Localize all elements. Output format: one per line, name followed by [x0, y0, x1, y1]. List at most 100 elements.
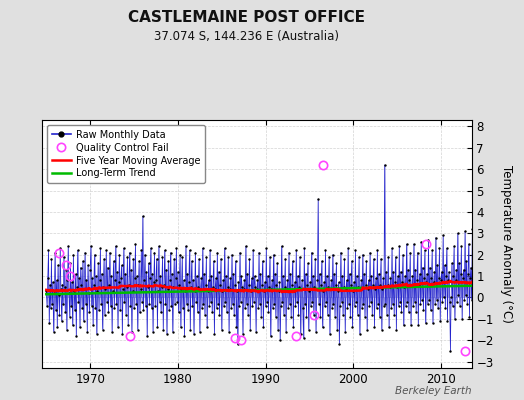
Point	[47, 256, 56, 262]
Point	[101, 286, 110, 292]
Point	[221, 298, 230, 305]
Point	[177, 286, 185, 292]
Point	[329, 252, 337, 258]
Point	[397, 268, 405, 275]
Point	[347, 258, 356, 264]
Point	[157, 309, 165, 316]
Point	[211, 286, 220, 292]
Point	[394, 273, 402, 279]
Point	[302, 314, 311, 320]
Point	[99, 284, 107, 290]
Point	[400, 284, 409, 290]
Point	[114, 324, 122, 330]
Point	[308, 249, 316, 256]
Point	[338, 273, 346, 279]
Point	[261, 303, 270, 309]
Point	[365, 303, 374, 309]
Point	[283, 277, 292, 284]
Point	[232, 324, 241, 330]
Point	[213, 249, 222, 256]
Point	[148, 271, 157, 277]
Point	[160, 247, 169, 254]
Point	[389, 268, 398, 275]
Point	[242, 301, 250, 307]
Point	[232, 258, 240, 264]
Point	[64, 243, 72, 249]
Point	[362, 258, 370, 264]
Point	[435, 245, 444, 252]
Point	[74, 298, 83, 305]
Point	[329, 301, 337, 307]
Point	[84, 290, 93, 296]
Point	[259, 324, 268, 330]
Point	[379, 275, 387, 282]
Point	[166, 277, 174, 284]
Point	[399, 322, 408, 328]
Point	[210, 258, 218, 264]
Point	[445, 298, 454, 305]
Point	[328, 305, 336, 311]
Point	[50, 290, 59, 296]
Point	[149, 328, 157, 335]
Point	[465, 314, 474, 320]
Point	[334, 288, 342, 294]
Point	[245, 282, 253, 288]
Point	[458, 316, 466, 322]
Point	[434, 305, 442, 311]
Point	[214, 301, 222, 307]
Point	[153, 324, 161, 330]
Point	[319, 288, 328, 294]
Point	[106, 303, 115, 309]
Point	[149, 279, 158, 286]
Point	[397, 309, 406, 316]
Point	[126, 303, 135, 309]
Point	[185, 247, 194, 254]
Point	[403, 298, 411, 305]
Point	[419, 264, 427, 271]
Point	[460, 266, 468, 273]
Point	[188, 303, 196, 309]
Point	[380, 162, 389, 168]
Point	[373, 305, 381, 311]
Point	[408, 273, 417, 279]
Point	[231, 282, 239, 288]
Point	[195, 328, 204, 335]
Point	[65, 290, 73, 296]
Point	[357, 277, 365, 284]
Point	[204, 288, 212, 294]
Point	[209, 284, 217, 290]
Point	[170, 256, 178, 262]
Point	[154, 288, 162, 294]
Point	[300, 245, 309, 252]
Point	[200, 271, 209, 277]
Point	[309, 273, 317, 279]
Point	[337, 298, 346, 305]
Point	[169, 328, 177, 335]
Point	[360, 271, 368, 277]
Point	[266, 333, 275, 339]
Point	[53, 324, 61, 330]
Point	[69, 322, 77, 328]
Point	[462, 258, 471, 264]
Point	[369, 282, 377, 288]
Point	[350, 279, 358, 286]
Point	[377, 256, 385, 262]
Point	[238, 284, 246, 290]
Point	[296, 254, 304, 260]
Point	[221, 245, 229, 252]
Point	[304, 326, 313, 333]
Point	[228, 252, 236, 258]
Point	[447, 260, 456, 266]
Point	[86, 266, 94, 273]
Point	[247, 275, 256, 282]
Point	[260, 279, 269, 286]
Point	[324, 284, 333, 290]
Point	[281, 256, 289, 262]
Point	[250, 273, 259, 279]
Point	[145, 260, 153, 266]
Point	[361, 314, 369, 320]
Point	[199, 245, 207, 252]
Point	[62, 326, 71, 333]
Point	[256, 271, 265, 277]
Point	[463, 301, 472, 307]
